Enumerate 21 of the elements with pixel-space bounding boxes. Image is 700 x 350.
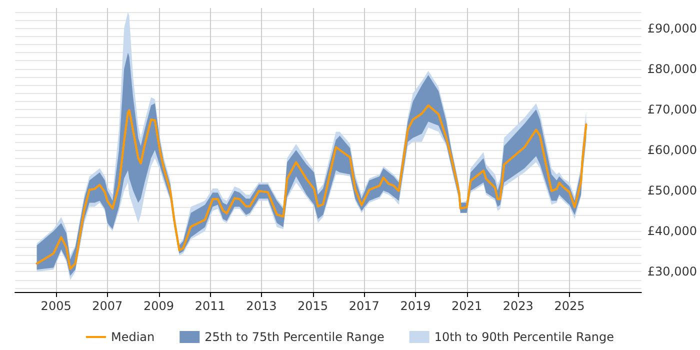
legend-label: 10th to 90th Percentile Range	[434, 330, 614, 344]
y-tick-label: £40,000	[647, 224, 697, 238]
x-tick-label: 2011	[194, 299, 226, 313]
x-tick-label: 2015	[298, 299, 328, 313]
y-tick-label: £80,000	[647, 62, 697, 76]
x-tick-label: 2025	[554, 299, 585, 313]
y-tick-label: £50,000	[647, 184, 697, 198]
legend-label: 25th to 75th Percentile Range	[204, 330, 384, 344]
x-tick-label: 2023	[502, 299, 534, 313]
x-tick-label: 2005	[40, 299, 72, 313]
x-tick-label: 2017	[348, 299, 380, 313]
x-tick-label: 2021	[452, 299, 482, 313]
y-tick-label: £90,000	[647, 21, 697, 36]
legend-label: Median	[110, 330, 155, 344]
x-tick-label: 2007	[92, 299, 123, 313]
x-tick-label: 2013	[246, 299, 277, 313]
y-tick-label: £30,000	[647, 264, 697, 279]
y-tick-label: £60,000	[647, 143, 697, 157]
y-tick-label: £70,000	[647, 102, 697, 116]
x-tick-label: 2009	[143, 299, 174, 313]
x-tick-label: 2019	[400, 299, 431, 313]
